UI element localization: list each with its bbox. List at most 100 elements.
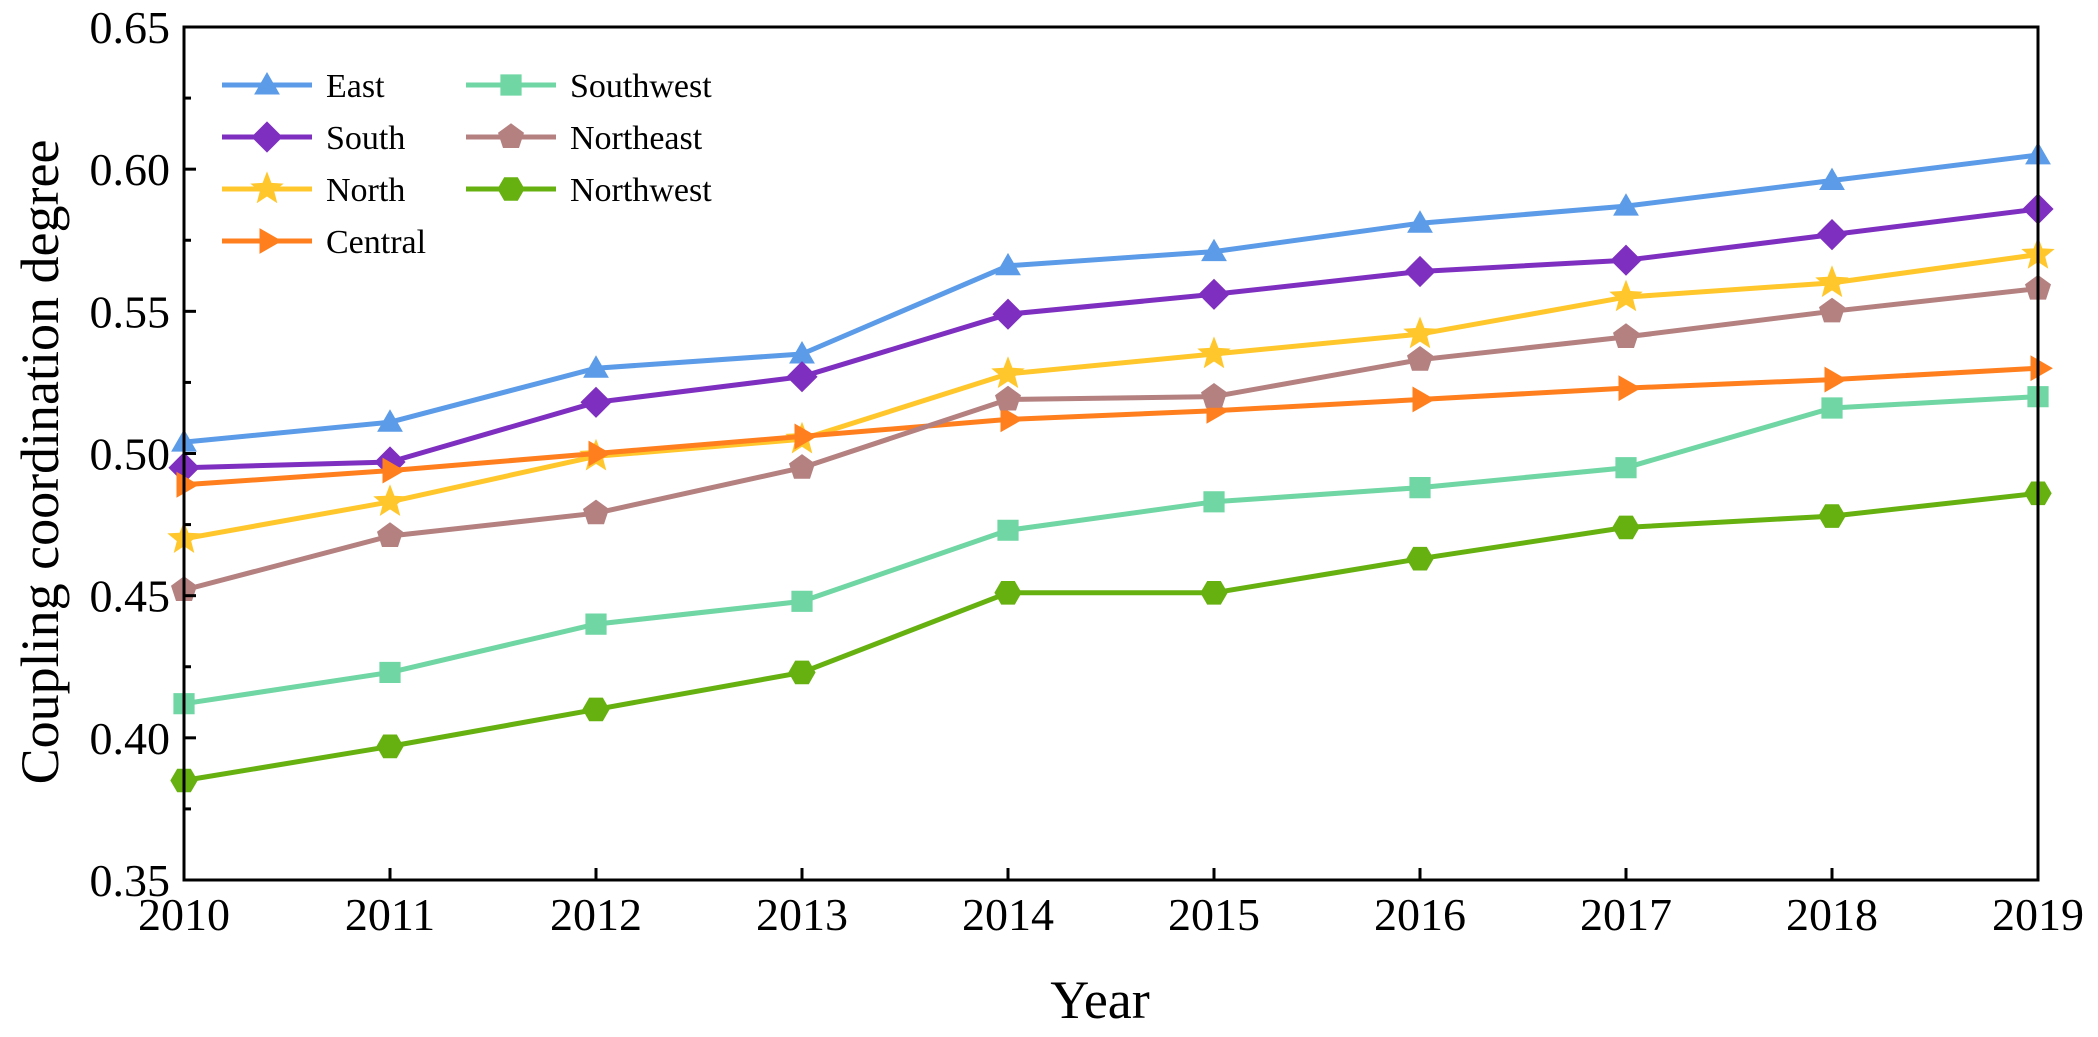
series-south [168,193,2054,484]
legend-item-central: Central [222,224,426,261]
series-east [171,142,2051,452]
data-point-northwest-2014 [994,581,1022,605]
data-point-northwest-2015 [1200,581,1228,605]
data-point-north-2015 [1197,336,1231,369]
series-line-northeast [183,286,2039,593]
series-line-south [183,206,2039,471]
data-point-northwest-2013 [788,660,816,685]
series-line-southwest [183,394,2039,707]
data-point-north-2016 [1403,316,1437,349]
x-tick-label: 2017 [1580,889,1672,940]
x-tick-label: 2016 [1374,889,1466,940]
legend-marker [259,228,282,254]
legend-item-south: South [222,120,405,157]
y-axis-title: Coupling coordination degree [10,140,70,785]
legend-marker [251,121,283,153]
series-northwest [170,481,2052,793]
legend-label: Southwest [570,68,712,105]
data-point-north-2017 [1609,279,1643,312]
data-point-northwest-2017 [1612,515,1640,540]
data-point-northeast-2011 [377,522,403,547]
data-point-central-2011 [382,457,405,484]
legend-marker [497,177,525,201]
x-tick-label: 2013 [756,889,848,940]
legend-item-north: North [222,171,405,209]
data-point-central-2017 [1618,375,1641,402]
data-point-northeast-2015 [1201,383,1227,408]
data-point-east-2018 [1819,167,1845,190]
data-point-central-2016 [1412,386,1435,413]
x-axis-title: Year [1050,970,1150,1030]
data-point-northwest-2016 [1406,546,1434,571]
data-point-south-2013 [786,361,818,393]
data-point-southwest-2011 [379,661,401,683]
data-point-northwest-2012 [582,697,610,722]
legend-marker [498,123,524,148]
y-tick-label: 0.35 [90,855,171,906]
data-point-central-2013 [794,423,817,450]
x-tick-label: 2010 [138,889,230,940]
data-point-east-2012 [583,355,609,378]
series-southwest [173,386,2049,715]
data-point-east-2013 [789,341,815,364]
series-line-north [183,252,2039,542]
legend-item-northeast: Northeast [466,120,703,157]
legend-marker [500,74,522,96]
y-tick-label: 0.55 [90,286,171,337]
data-point-south-2015 [1198,278,1230,310]
data-point-southwest-2016 [1409,477,1431,499]
y-tick-label: 0.50 [90,429,171,480]
data-point-northeast-2018 [1819,297,1845,323]
data-point-southwest-2015 [1203,491,1225,513]
axes: 0.35 0.40 0.45 0.50 0.55 0.60 0.65 2010 2011 2012… [90,2,2085,940]
x-tick-label: 2014 [962,889,1054,940]
data-point-northeast-2016 [1407,346,1433,371]
series-central [176,355,2053,498]
data-point-northeast-2013 [789,454,815,479]
data-point-northeast-2012 [583,499,609,525]
data-point-east-2017 [1613,193,1639,216]
data-point-central-2014 [1000,406,1023,433]
data-point-east-2014 [995,252,1021,276]
legend-item-east: East [222,68,385,105]
series-north [167,236,2055,553]
data-point-central-2012 [588,440,611,467]
plot-area [167,142,2055,793]
data-point-central-2018 [1824,366,1847,393]
data-point-southwest-2018 [1821,397,1843,419]
y-tick-label: 0.45 [90,571,171,622]
y-tick-label: 0.60 [90,144,171,195]
legend-label: North [326,172,405,209]
data-point-south-2012 [580,386,612,418]
data-point-northeast-2014 [995,385,1021,411]
x-tick-label: 2012 [550,889,642,940]
data-point-southwest-2017 [1615,457,1637,479]
legend-label: Northeast [570,120,703,157]
data-point-east-2016 [1407,210,1433,233]
data-point-east-2011 [377,409,403,432]
data-point-northeast-2017 [1613,323,1639,348]
data-point-south-2014 [992,298,1024,330]
data-point-south-2017 [1610,244,1642,276]
x-tick-label: 2018 [1786,889,1878,940]
legend-label: South [326,120,405,157]
x-tick-label: 2015 [1168,889,1260,940]
data-point-central-2010 [176,471,199,498]
legend: East South North Central Southwest Northeast N… [222,68,712,261]
legend-label: Central [326,224,426,261]
data-point-central-2019 [2030,355,2053,382]
legend-item-southwest: Southwest [466,68,712,105]
data-point-southwest-2014 [997,519,1019,541]
data-point-north-2011 [373,484,407,516]
data-point-southwest-2013 [791,590,813,612]
data-point-north-2018 [1815,265,1849,298]
legend-item-northwest: Northwest [466,172,712,209]
y-tick-label: 0.40 [90,713,171,764]
data-point-north-2014 [991,356,1025,389]
x-tick-label: 2019 [1992,889,2084,940]
series-line-east [183,152,2039,445]
data-point-south-2018 [1816,219,1848,251]
legend-label: East [326,68,385,105]
y-tick-label: 0.65 [90,2,171,53]
